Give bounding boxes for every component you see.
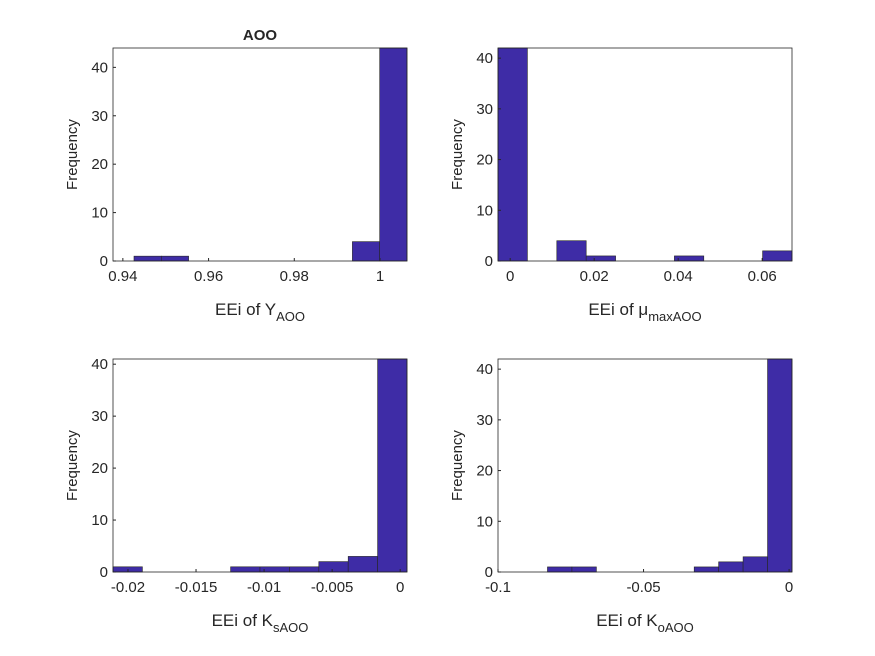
x-tick-label: 0.98 [280,268,309,285]
x-tick-label: 0.94 [108,268,137,285]
bar [377,358,408,573]
x-tick-label: -0.015 [175,579,218,596]
x-label: EEi of KsAOO [212,611,309,635]
y-label: Frequency [449,430,466,501]
y-label: Frequency [64,119,81,190]
x-label-text: EEi of K [212,611,274,630]
y-tick-label: 40 [476,361,493,378]
x-label-text: EEi of μ [588,300,648,319]
y-tick-label: 0 [485,253,493,270]
bar [318,561,349,573]
bar [585,255,616,262]
x-tick-label: 0.06 [748,268,777,285]
bar [347,556,378,573]
x-label-subscript: sAOO [273,620,308,635]
x-label: EEi of μmaxAOO [588,300,701,324]
y-tick-label: 40 [476,50,493,67]
y-tick-label: 20 [91,460,108,477]
axes-box [497,358,793,573]
bar [133,255,162,262]
x-tick-label: 0 [506,268,514,285]
y-tick-label: 0 [100,253,108,270]
y-tick-label: 10 [476,513,493,530]
x-label-subscript: maxAOO [648,309,701,324]
bar [547,566,573,573]
y-tick-label: 30 [91,408,108,425]
bar [289,566,320,573]
y-tick-label: 20 [91,156,108,173]
x-label-text: EEi of Y [215,300,276,319]
x-label: EEi of KoAOO [596,611,694,635]
axes: 0 0.02 0.04 0.06 0 10 20 30 40 EEi of μmaxAOO Freq… [449,47,793,324]
y-tick-label: 20 [476,463,493,480]
y-tick-label: 0 [485,564,493,581]
bar [718,561,744,573]
x-tick-label: -0.1 [485,579,511,596]
y-tick-label: 10 [91,205,108,222]
bar [767,358,793,573]
bar [742,556,768,573]
bar [762,250,793,262]
axes: -0.1 -0.05 0 0 10 20 30 40 EEi of KoAOO Frequency [449,358,793,635]
bar [571,566,597,573]
y-tick-label: 30 [476,101,493,118]
bar [230,566,261,573]
x-tick-label: 0 [785,579,793,596]
bar [497,47,528,262]
y-label: Frequency [449,119,466,190]
bar [674,255,705,262]
y-tick-label: 30 [476,412,493,429]
x-tick-label: 0.96 [194,268,223,285]
x-tick-label: 0 [396,579,404,596]
y-tick-label: 30 [91,108,108,125]
y-tick-label: 10 [91,512,108,529]
y-tick-label: 40 [91,59,108,76]
axes-box [112,358,408,573]
y-tick-label: 40 [91,356,108,373]
x-tick-label: -0.05 [626,579,660,596]
axes: -0.02 -0.015 -0.01 -0.005 0 0 10 20 30 40 EEi of K… [64,356,408,635]
x-tick-label: 0.04 [664,268,693,285]
bar [379,47,408,262]
x-tick-label: 1 [376,268,384,285]
y-tick-label: 10 [476,202,493,219]
x-tick-label: -0.02 [111,579,145,596]
x-tick-label: -0.005 [311,579,354,596]
axes-box [497,47,793,262]
axes-box [112,47,408,262]
x-label-text: EEi of K [596,611,658,630]
chart-title: AOO [243,27,278,44]
bar [556,240,587,262]
x-label-subscript: oAOO [658,620,694,635]
x-tick-label: -0.01 [247,579,281,596]
bar [693,566,719,573]
y-label: Frequency [64,430,81,501]
y-tick-label: 0 [100,564,108,581]
bar [352,241,380,262]
x-label: EEi of YAOO [215,300,305,324]
y-tick-label: 20 [476,152,493,169]
x-tick-label: 0.02 [580,268,609,285]
bar [161,255,189,262]
x-label-subscript: AOO [276,309,305,324]
